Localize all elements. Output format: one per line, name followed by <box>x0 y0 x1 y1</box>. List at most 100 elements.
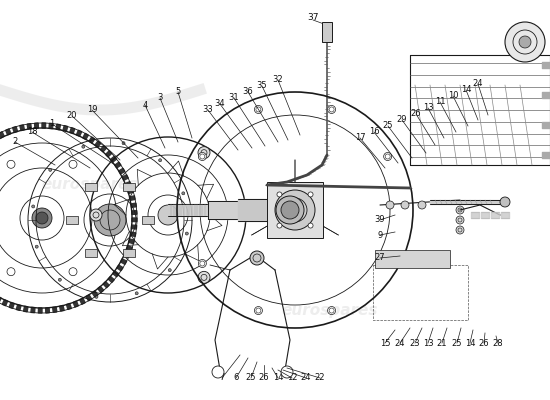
Circle shape <box>276 196 304 224</box>
Text: 2: 2 <box>12 138 18 146</box>
Circle shape <box>384 260 392 268</box>
Text: 26: 26 <box>411 110 421 118</box>
Circle shape <box>519 36 531 48</box>
Text: 36: 36 <box>243 88 254 96</box>
Polygon shape <box>111 156 117 162</box>
Text: 7: 7 <box>219 374 225 382</box>
Circle shape <box>255 306 262 314</box>
Text: 14: 14 <box>273 374 283 382</box>
Polygon shape <box>73 301 78 307</box>
Circle shape <box>384 152 392 160</box>
Circle shape <box>168 269 171 272</box>
Text: 19: 19 <box>87 106 97 114</box>
Text: 28: 28 <box>493 338 503 348</box>
Circle shape <box>328 306 336 314</box>
Text: 25: 25 <box>383 122 393 130</box>
Polygon shape <box>115 162 121 168</box>
Circle shape <box>82 145 85 148</box>
Text: 6: 6 <box>233 374 239 382</box>
Polygon shape <box>128 189 134 194</box>
Text: eurospares: eurospares <box>42 178 138 192</box>
Polygon shape <box>103 282 109 288</box>
Text: 12: 12 <box>287 374 297 382</box>
Circle shape <box>35 245 38 248</box>
Polygon shape <box>85 183 97 191</box>
Circle shape <box>36 212 48 224</box>
Polygon shape <box>126 246 133 251</box>
Polygon shape <box>106 151 112 157</box>
Polygon shape <box>142 216 154 224</box>
Polygon shape <box>120 259 127 264</box>
Text: 21: 21 <box>437 338 447 348</box>
Polygon shape <box>129 196 135 200</box>
Circle shape <box>275 190 315 230</box>
Text: 11: 11 <box>434 98 446 106</box>
Polygon shape <box>35 123 38 128</box>
Polygon shape <box>2 300 8 306</box>
Circle shape <box>122 142 125 145</box>
Text: 31: 31 <box>229 94 239 102</box>
Polygon shape <box>92 291 98 297</box>
Polygon shape <box>46 308 50 313</box>
Circle shape <box>456 226 464 234</box>
Circle shape <box>198 147 210 159</box>
Polygon shape <box>124 252 130 258</box>
Circle shape <box>182 192 185 195</box>
Text: 33: 33 <box>202 106 213 114</box>
Polygon shape <box>85 249 97 257</box>
Text: eurospares: eurospares <box>282 302 378 318</box>
Circle shape <box>199 260 206 268</box>
Circle shape <box>255 106 262 114</box>
Bar <box>322 22 332 42</box>
Polygon shape <box>125 182 131 187</box>
Bar <box>267 182 323 238</box>
Polygon shape <box>131 225 137 229</box>
Polygon shape <box>86 295 92 301</box>
Text: 13: 13 <box>423 338 433 348</box>
Polygon shape <box>24 306 28 312</box>
Polygon shape <box>63 126 68 131</box>
Polygon shape <box>59 306 64 311</box>
Circle shape <box>90 209 102 221</box>
Circle shape <box>185 232 188 235</box>
Polygon shape <box>101 146 107 152</box>
Text: 27: 27 <box>375 254 386 262</box>
Polygon shape <box>123 249 135 257</box>
Circle shape <box>198 271 210 283</box>
Polygon shape <box>80 298 85 304</box>
Text: 13: 13 <box>423 104 433 112</box>
Text: 26: 26 <box>478 338 490 348</box>
Circle shape <box>500 197 510 207</box>
Circle shape <box>281 366 293 378</box>
Circle shape <box>212 366 224 378</box>
Polygon shape <box>16 305 21 310</box>
Polygon shape <box>6 129 11 135</box>
Polygon shape <box>9 302 14 308</box>
Circle shape <box>401 201 409 209</box>
Text: 34: 34 <box>214 100 225 108</box>
Polygon shape <box>20 125 24 130</box>
Text: 14: 14 <box>461 86 471 94</box>
Polygon shape <box>89 137 95 143</box>
Polygon shape <box>108 276 114 282</box>
Circle shape <box>58 278 62 281</box>
Circle shape <box>277 223 282 228</box>
Polygon shape <box>0 132 4 138</box>
Text: 32: 32 <box>273 76 283 84</box>
Text: 39: 39 <box>375 216 386 224</box>
Polygon shape <box>132 218 137 222</box>
Polygon shape <box>0 296 1 303</box>
Circle shape <box>32 208 52 228</box>
Bar <box>373 265 468 320</box>
Text: 29: 29 <box>397 116 407 124</box>
Circle shape <box>281 201 299 219</box>
Text: 26: 26 <box>258 374 270 382</box>
Polygon shape <box>131 210 137 214</box>
Circle shape <box>308 223 313 228</box>
Polygon shape <box>13 126 18 132</box>
Polygon shape <box>27 124 31 129</box>
Polygon shape <box>113 271 119 277</box>
Polygon shape <box>53 307 57 312</box>
Text: 20: 20 <box>67 112 77 120</box>
Circle shape <box>135 292 138 295</box>
